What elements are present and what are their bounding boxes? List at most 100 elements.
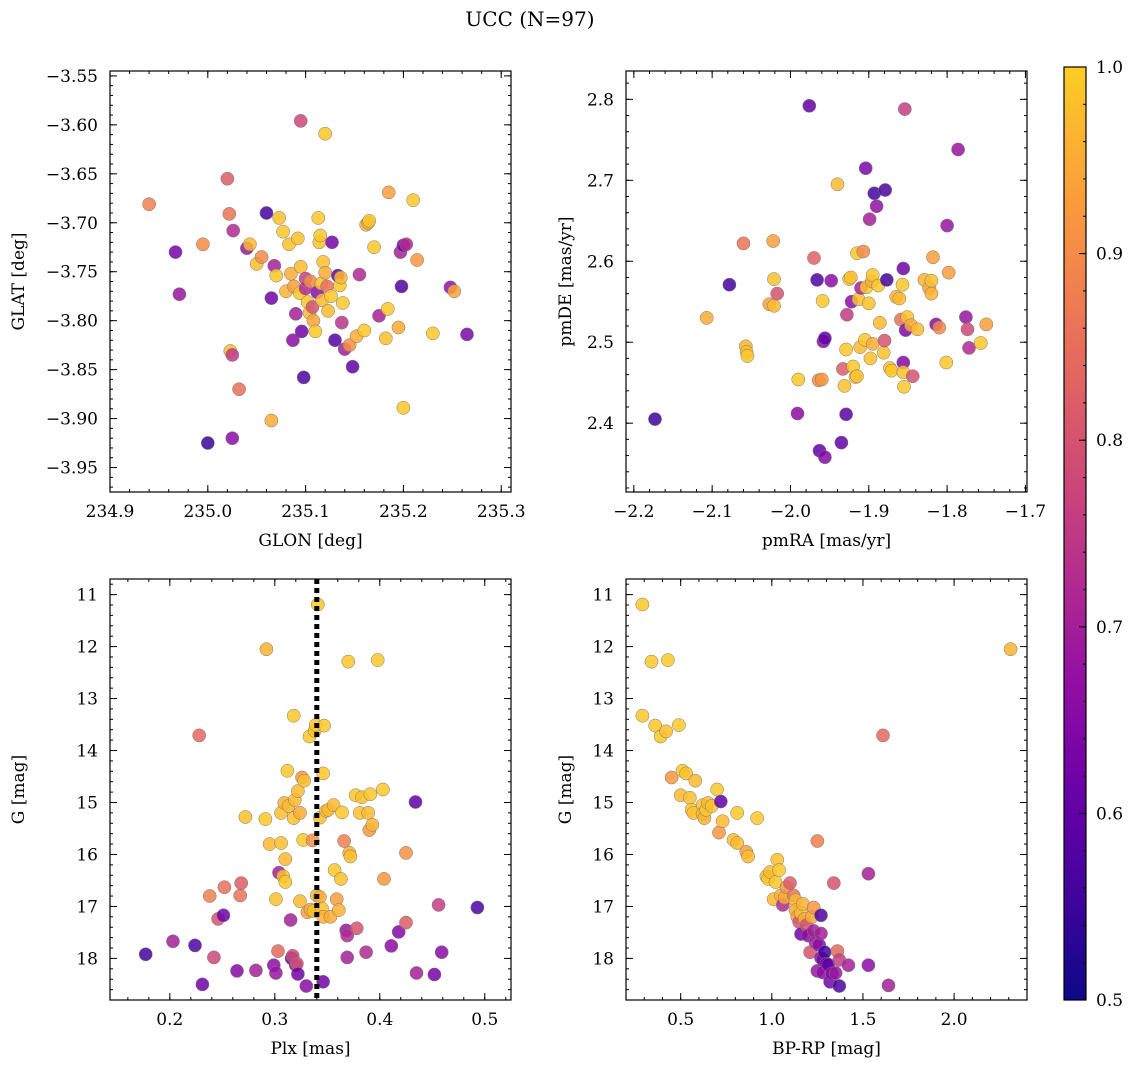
scatter-point (259, 642, 274, 657)
scatter-point (767, 298, 781, 313)
y-tick-label: 17 (592, 897, 614, 917)
scatter-point (897, 379, 911, 394)
scatter-point (447, 284, 462, 299)
y-tick-label: −3.85 (46, 361, 98, 381)
scatter-point (837, 379, 852, 393)
scatter-point (377, 872, 391, 886)
y-tick-label: 11 (76, 586, 98, 606)
scatter-point (826, 876, 841, 890)
scatter-point (648, 718, 663, 733)
scatter-point (810, 273, 824, 287)
scatter-point (876, 345, 891, 360)
scatter-point (381, 185, 396, 200)
scatter-point (815, 294, 830, 308)
scatter-point (878, 183, 893, 197)
scatter-point (807, 251, 821, 265)
scatter-point (830, 177, 845, 192)
y-tick-label: −3.70 (46, 214, 98, 234)
scatter-point (881, 978, 896, 993)
colorbar: 0.5 0.6 0.7 0.8 0.9 1.0 (1063, 58, 1123, 1011)
y-tick-label: −3.95 (46, 459, 98, 479)
scatter-point (399, 846, 413, 860)
ticks (110, 579, 511, 1001)
scatter-point (659, 724, 673, 739)
scatter-point (722, 277, 737, 292)
scatter-point (817, 945, 832, 960)
scatter-point (932, 320, 947, 335)
y-tick-label: −3.80 (46, 312, 98, 332)
scatter-point (264, 291, 279, 305)
scatter-point (262, 837, 277, 851)
scatter-point (814, 908, 828, 923)
scatter-point (924, 286, 939, 301)
scatter-point (941, 265, 956, 280)
scatter-point (856, 244, 871, 259)
scatter-point (460, 327, 474, 342)
scatter-point (772, 863, 786, 877)
scatter-point (832, 979, 847, 993)
scatter-point (767, 272, 781, 286)
scatter-bprp-g: 0.5 1.0 1.5 2.0 11 12 13 14 15 16 17 18 BP-RP [mag] G… (556, 578, 1028, 1059)
scatter-point (425, 326, 440, 341)
scatter-point (960, 322, 975, 337)
x-axis-label: pmRA [mas/yr] (762, 531, 891, 551)
x-tick-label: −2.2 (613, 502, 654, 522)
scatter-point (783, 876, 797, 890)
scatter-point (363, 787, 378, 802)
scatter-point (269, 966, 283, 980)
scatter-point (766, 234, 781, 248)
scatter-point (293, 894, 307, 909)
ticks (625, 579, 1028, 1001)
scatter-plx-g: 0.2 0.3 0.4 0.5 11 12 13 14 15 16 17 18 Plx [mas] G [… (9, 578, 512, 1059)
x-tick-label: 1.5 (849, 1010, 876, 1030)
x-tick-label: 235.3 (477, 502, 526, 522)
x-tick-label: 0.3 (261, 1010, 288, 1030)
scatter-point (791, 372, 806, 387)
scatter-point (672, 718, 686, 732)
scatter-point (278, 875, 293, 889)
scatter-point (897, 102, 912, 116)
scatter-point (291, 784, 305, 798)
scatter-point (470, 900, 485, 915)
scatter-point (288, 306, 303, 321)
scatter-point (688, 773, 703, 788)
scatter-point (293, 806, 307, 820)
scatter-point (305, 300, 320, 314)
y-tick-label: −3.65 (46, 165, 98, 185)
scatter-point (924, 273, 939, 288)
y-tick-label: −3.75 (46, 263, 98, 283)
scatter-point (682, 790, 697, 805)
scatter-point (294, 324, 309, 339)
scatter-point (220, 171, 235, 186)
scatter-point (274, 836, 288, 850)
scatter-point (195, 977, 210, 992)
scatter-point (318, 265, 333, 280)
scatter-point (334, 315, 349, 330)
scatter-point (291, 967, 305, 981)
scatter-point (818, 450, 832, 465)
scatter-point (427, 967, 442, 982)
y-tick-label: 12 (76, 638, 98, 658)
scatter-point (276, 224, 290, 239)
y-tick-label: −3.60 (46, 116, 98, 136)
scatter-point (359, 945, 373, 960)
scatter-point (877, 333, 892, 348)
colorbar-gradient (1063, 66, 1087, 1001)
scatter-point (814, 372, 829, 387)
scatter-point (225, 431, 240, 446)
scatter-point (192, 728, 207, 743)
scatter-point (271, 944, 285, 958)
scatter-point (741, 849, 755, 864)
scatter-point (299, 979, 314, 993)
scatter-point (679, 766, 693, 781)
scatter-points (635, 597, 1018, 993)
scatter-point (311, 211, 326, 225)
scatter-point (207, 950, 221, 965)
y-tick-label: 16 (592, 845, 614, 865)
y-tick-label: 2.6 (587, 252, 614, 272)
scatter-point (910, 322, 925, 337)
x-tick-label: 0.4 (366, 1010, 393, 1030)
scatter-point (280, 763, 295, 778)
scatter-point (865, 336, 880, 351)
